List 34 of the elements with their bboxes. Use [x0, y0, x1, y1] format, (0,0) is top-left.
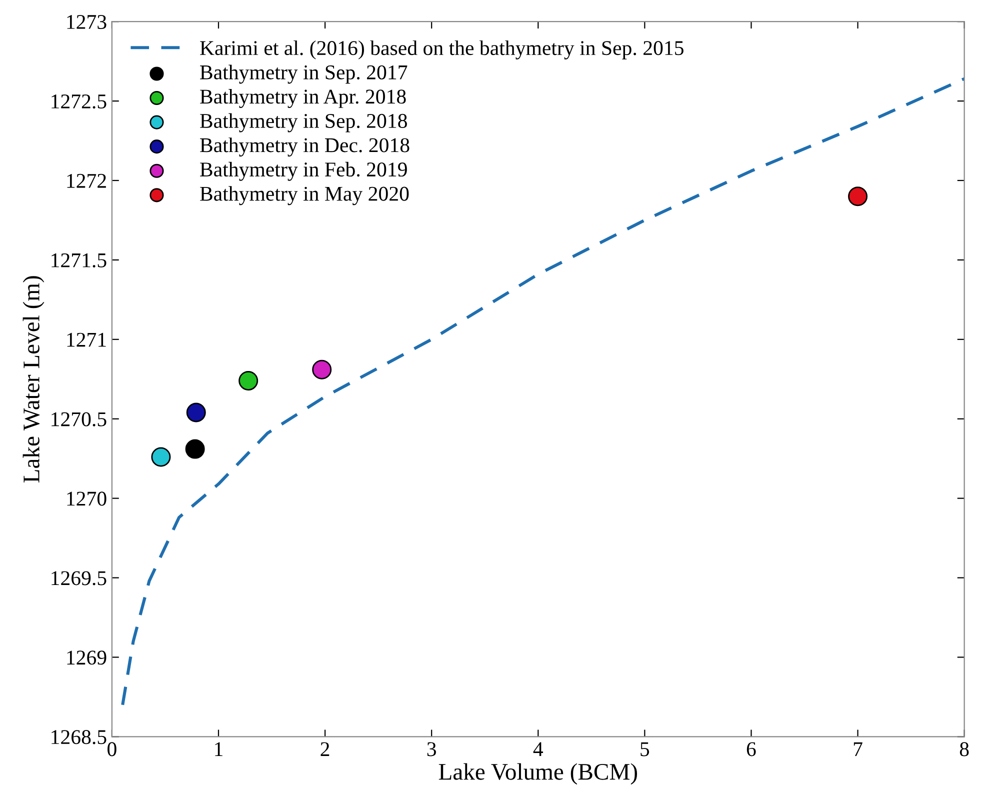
- legend-label: Bathymetry in Sep. 2017: [200, 64, 408, 84]
- y-tick-label: 1272.5: [52, 94, 106, 109]
- legend-label: Bathymetry in May 2020: [200, 186, 409, 206]
- point: [186, 402, 206, 422]
- y-tick-label: 1270: [67, 492, 106, 506]
- x-tick-label: 1: [215, 742, 222, 756]
- y-tick-label: 1268.5: [52, 730, 106, 744]
- x-tick-label: 0: [108, 742, 116, 756]
- y-tick-label: 1270.5: [52, 412, 106, 426]
- legend-label: Bathymetry in Feb. 2019: [200, 162, 407, 181]
- legend-label: Bathymetry in Dec. 2018: [200, 138, 410, 157]
- y-tick-label: 1269.5: [52, 571, 106, 586]
- y-tick-label: 1272: [67, 174, 106, 188]
- point: [185, 439, 205, 459]
- x-tick-label: 5: [640, 742, 650, 756]
- y-tick-label: 1271.5: [52, 253, 106, 268]
- x-tick-label: 2: [320, 742, 330, 756]
- legend-label: Karimi et al. (2016) based on the bathymetry in Sep. 2015: [200, 40, 684, 60]
- x-tick-label: 7: [854, 742, 862, 756]
- y-axis-title: Lake Water Level (m): [22, 276, 44, 482]
- x-tick-label: 3: [427, 742, 436, 756]
- point: [848, 186, 868, 206]
- y-tick-label: 1269: [67, 650, 106, 665]
- legend-label: Bathymetry in Sep. 2018: [200, 113, 407, 132]
- x-tick-label: 4: [533, 742, 544, 756]
- x-tick-label: 6: [746, 742, 756, 756]
- x-axis-title: Lake Volume (BCM): [438, 763, 638, 785]
- legend-label: Bathymetry in Apr. 2018: [200, 89, 406, 108]
- point: [151, 447, 171, 467]
- x-tick-label: 8: [960, 742, 969, 756]
- y-tick-label: 1271: [67, 332, 106, 347]
- point: [238, 370, 258, 390]
- point: [312, 360, 332, 380]
- y-tick-label: 1273: [67, 15, 106, 30]
